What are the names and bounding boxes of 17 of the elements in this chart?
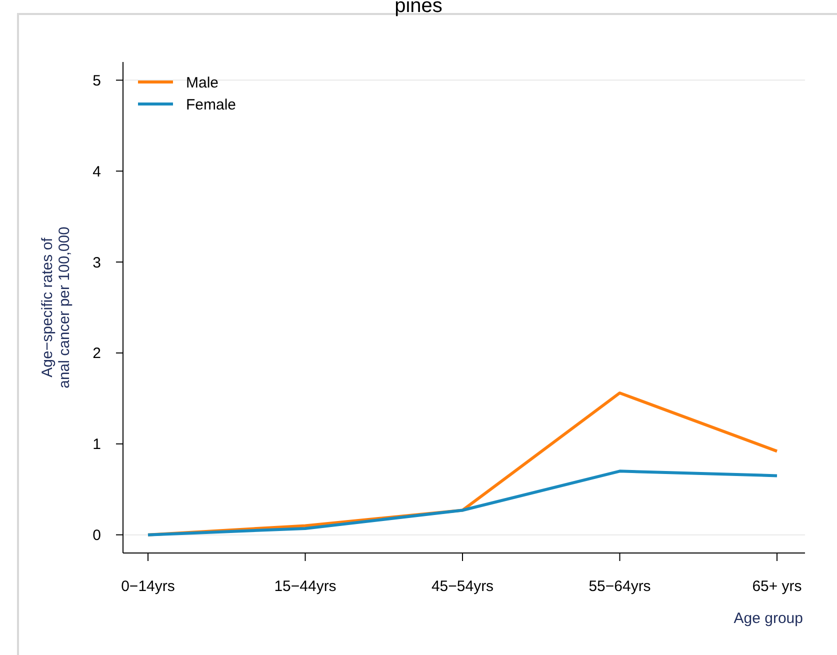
y-tick-label: 5	[92, 72, 101, 90]
y-tick-label: 0	[92, 527, 101, 544]
x-tick-label: 45−54yrs	[431, 578, 494, 595]
x-tick-label: 55−64yrs	[588, 578, 651, 595]
x-tick-label: 0−14yrs	[121, 578, 175, 595]
x-axis-title: Age group	[734, 610, 803, 627]
y-tick-label: 1	[92, 436, 101, 454]
y-axis-title: Age−specific rates of anal cancer per 100,000	[39, 226, 73, 388]
y-tick-label: 2	[92, 345, 101, 362]
legend-label: Male	[186, 74, 219, 92]
x-tick-label: 65+ yrs	[752, 578, 802, 595]
chart-title: pines	[394, 0, 442, 17]
line-series	[146, 470, 778, 536]
y-tick-label: 4	[92, 163, 101, 180]
x-tick-label: 15−44yrs	[274, 578, 336, 595]
legend-label: Female	[186, 96, 236, 114]
y-tick-label: 3	[92, 254, 101, 272]
